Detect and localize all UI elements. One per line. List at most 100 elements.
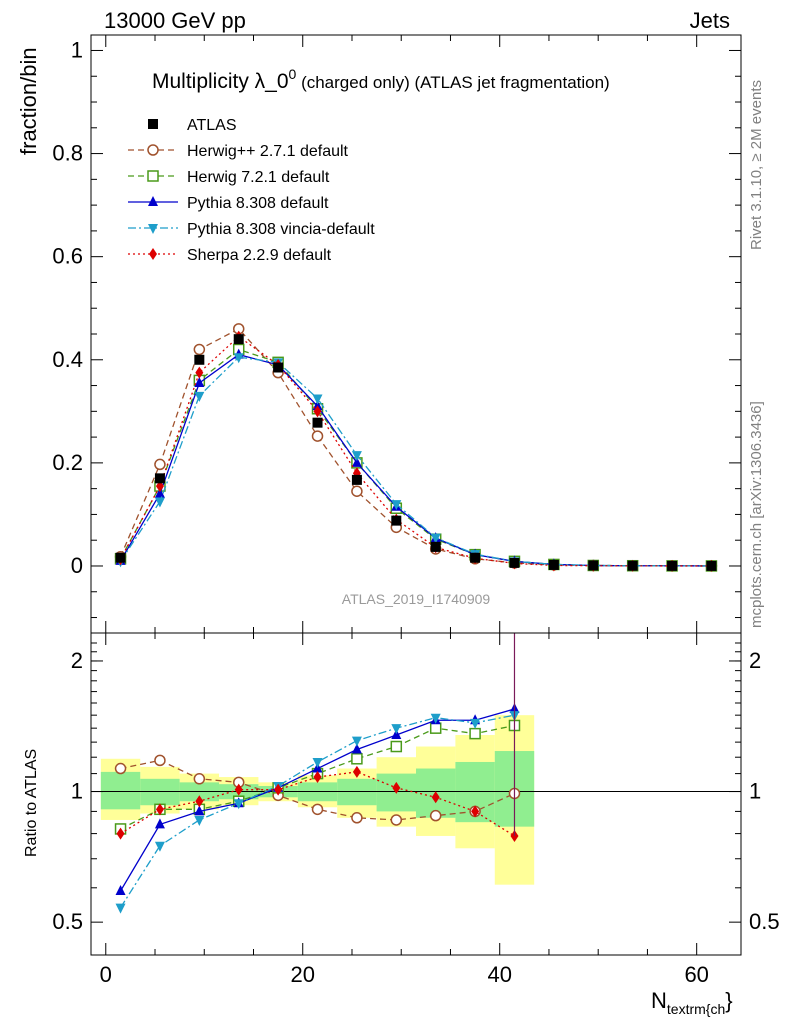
plot-title-main: Multiplicity λ_0: [152, 70, 289, 93]
ratio-series-point: [116, 827, 125, 840]
atlas-data-point: [667, 560, 678, 571]
xtick-label: 0: [100, 962, 112, 987]
legend-marker: [149, 248, 157, 260]
header-left-label: 13000 GeV pp: [104, 8, 246, 33]
ratio-series-point: [194, 805, 205, 816]
x-axis-title: Ntextrm{ch}: [651, 988, 733, 1017]
main-series-point: [351, 451, 362, 462]
legend-marker: [148, 119, 158, 129]
ratio-series-point: [351, 753, 363, 765]
main-series-point: [351, 456, 362, 467]
legend-marker: [148, 196, 158, 206]
main-series-point: [195, 366, 204, 379]
atlas-data-point: [509, 557, 520, 568]
main-ytick-label: 1: [71, 37, 83, 62]
plot-title: Multiplicity λ_00 (charged only) (ATLAS …: [152, 66, 610, 93]
main-ytick-label: 0: [71, 553, 83, 578]
legend-marker: [148, 224, 158, 234]
atlas-data-point: [706, 560, 717, 571]
ratio-series-point: [154, 754, 166, 767]
main-series-line: [119, 348, 712, 567]
plot-title-rest: (charged only) (ATLAS jet fragmentation): [296, 73, 609, 92]
ratio-axes: 0 20 40 60 0.5 1 2 0.5 1 2: [52, 633, 780, 987]
legend-label: Pythia 8.308 default: [187, 195, 329, 212]
main-series-point: [313, 405, 322, 418]
atlas-data-point: [588, 560, 599, 571]
ratio-series-point: [430, 713, 441, 724]
main-series-line: [119, 335, 712, 567]
ratio-ytick-label-right: 2: [749, 648, 761, 673]
atlas-data-point: [194, 354, 205, 365]
main-ytick-label: 0.6: [52, 244, 83, 269]
main-axes: 0 0.2 0.4 0.6 0.8 1: [52, 35, 741, 633]
ratio-ylabel: Ratio to ATLAS: [23, 749, 40, 857]
ratio-series-line: [120, 724, 515, 830]
ratio-series-point: [115, 903, 126, 914]
ratio-series-point: [234, 783, 243, 796]
ratio-series-point: [233, 799, 244, 810]
main-series-point: [154, 497, 165, 508]
x-axis-title-sub: textrm{ch: [667, 1001, 725, 1017]
ratio-ytick-label: 2: [71, 648, 83, 673]
ratio-series-point: [429, 722, 442, 734]
ratio-ytick-label: 0.5: [52, 909, 83, 934]
ratio-series-point: [391, 724, 402, 735]
legend: ATLAS Herwig++ 2.7.1 default Herwig 7.2.1 …: [128, 117, 375, 264]
ratio-series-point: [312, 757, 323, 768]
atlas-data-point: [627, 560, 638, 571]
main-series-point: [391, 500, 402, 511]
ratio-series-point: [431, 791, 440, 804]
ratio-ytick-label: 1: [71, 779, 83, 804]
ratio-ytick-label-right: 0.5: [749, 909, 780, 934]
main-series-point: [312, 394, 323, 405]
legend-label: Herwig 7.2.1 default: [187, 169, 330, 186]
rivet-label: Rivet 3.1.10, ≥ 2M events: [748, 80, 765, 250]
ratio-series-point: [311, 803, 324, 816]
atlas-data-point: [351, 474, 362, 485]
main-series-point: [194, 391, 205, 402]
ratio-series-point: [313, 771, 322, 784]
main-series-point: [311, 430, 324, 442]
xtick-label: 20: [291, 962, 315, 987]
atlas-data-point: [548, 559, 559, 570]
legend-label: Herwig++ 2.7.1 default: [187, 143, 349, 160]
atlas-data-point: [391, 515, 402, 526]
ratio-series-point: [154, 841, 165, 852]
ratio-series-point: [390, 814, 403, 826]
mcplots-label: mcplots.cern.ch [arXiv:1306.3436]: [748, 401, 765, 628]
ratio-ytick-label-right: 1: [749, 779, 761, 804]
legend-marker: [147, 144, 159, 156]
atlas-data-point: [430, 541, 441, 552]
ratio-series-point: [193, 773, 206, 785]
ratio-series-point: [115, 884, 126, 895]
plot-title-sup: 0: [289, 66, 297, 82]
legend-label: Pythia 8.308 vincia-default: [187, 221, 375, 238]
ratio-series-point: [155, 803, 164, 816]
main-ytick-label: 0.4: [52, 347, 83, 372]
legend-label: ATLAS: [187, 117, 237, 134]
ratio-series-point: [471, 805, 480, 818]
ratio-frame: [90, 632, 742, 956]
analysis-watermark: ATLAS_2019_I1740909: [342, 591, 491, 607]
ratio-series-point: [470, 718, 481, 729]
ratio-band-inner: [100, 771, 141, 810]
ratio-series-point: [195, 795, 204, 808]
ratio-series-point: [274, 783, 283, 796]
atlas-data-point: [273, 362, 284, 373]
ratio-series-point: [351, 743, 362, 754]
header-right-label: Jets: [690, 8, 730, 33]
main-ytick-label: 0.2: [52, 450, 83, 475]
main-series-point: [233, 353, 244, 364]
main-series-point: [194, 376, 205, 387]
atlas-data-point: [470, 552, 481, 563]
main-series-point: [351, 485, 363, 497]
ratio-series-point: [114, 762, 127, 775]
main-ytick-label: 0.8: [52, 141, 83, 166]
ratio-series-point: [429, 809, 442, 822]
ratio-series-point: [352, 765, 361, 778]
main-series-line: [120, 356, 712, 567]
xtick-label: 60: [684, 962, 708, 987]
atlas-data-point: [154, 473, 165, 484]
x-axis-title-tail: }: [725, 988, 732, 1013]
